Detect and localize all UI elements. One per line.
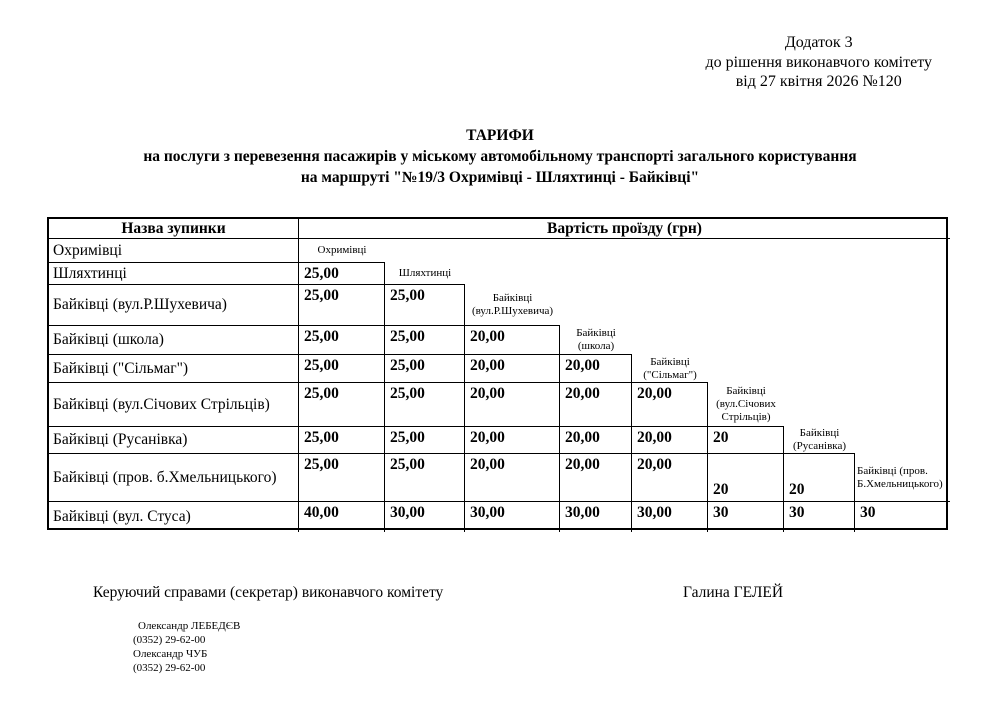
stop-name-cell: Байківці (вул.Січових Стрільців)	[49, 383, 299, 427]
fare-table: Назва зупинки Вартість проїзду (грн) Охрим…	[47, 217, 950, 532]
document-title: ТАРИФИ на послуги з перевезення пасажирі…	[0, 125, 1000, 188]
diagonal-stop-label: Байківці (пров. Б.Хмельницького)	[855, 454, 950, 502]
fare-cell: 30	[860, 504, 876, 521]
fare-cell: 20,00	[465, 454, 560, 502]
fare-cell: 20,00	[632, 427, 708, 454]
diagonal-stop-label: Байківці (школа)	[560, 326, 632, 355]
fare-cell: 20,00	[560, 383, 632, 427]
fare-cell: 20,00	[560, 355, 632, 383]
contact-phone: (0352) 29-62-00	[133, 662, 206, 674]
stop-name-cell: Байківці ("Сільмаг")	[49, 355, 299, 383]
fare-cell: 25,00	[299, 427, 385, 454]
stop-name-cell: Байківці (вул. Стуса)	[49, 502, 299, 532]
fare-cell: 20,00	[465, 326, 560, 355]
diagonal-stop-label: Охримівці	[299, 239, 385, 263]
fare-cell: 20,00	[560, 427, 632, 454]
stop-name-header: Назва зупинки	[49, 219, 299, 239]
appendix-block: Додаток 3 до рішення виконавчого комітет…	[706, 33, 933, 92]
appendix-line: до рішення виконавчого комітету	[705, 53, 933, 71]
contact-name: Олександр ЛЕБЕДЄВ	[138, 620, 241, 632]
stop-name-cell: Шляхтинці	[49, 263, 299, 285]
diagonal-stop-label: Шляхтинці	[385, 263, 465, 285]
appendix-line: Додаток 3	[784, 34, 853, 51]
fare-cell: 20,00	[465, 355, 560, 383]
stop-name-cell: Байківці (школа)	[49, 326, 299, 355]
fare-cell: 20,00	[560, 454, 632, 502]
fare-cell: 20,00	[632, 454, 708, 502]
diagonal-stop-label: Байківці ("Сільмаг")	[632, 355, 708, 383]
fare-cell: 30,00	[560, 502, 632, 532]
fare-cell: 30,00	[465, 502, 560, 532]
fare-cell: 30,00	[385, 502, 465, 532]
appendix-line: від 27 квітня 2026 №120	[735, 73, 902, 90]
fare-header: Вартість проїзду (грн)	[299, 219, 950, 239]
fare-cell: 20	[708, 454, 784, 502]
stop-name-cell: Байківці (вул.Р.Шухевича)	[49, 285, 299, 326]
fare-cell: 20	[784, 454, 855, 502]
fare-cell: 25,00	[299, 263, 385, 285]
fare-cell: 25,00	[299, 454, 385, 502]
fare-cell: 30	[708, 502, 784, 532]
fare-cell: 20	[708, 427, 784, 454]
fare-cell: 25,00	[385, 454, 465, 502]
signatory-title: Керуючий справами (секретар) виконавчого…	[93, 584, 444, 601]
diagonal-stop-label: Байківці (Русанівка)	[784, 427, 855, 454]
fare-cell: 20,00	[465, 383, 560, 427]
fare-cell: 25,00	[299, 285, 385, 326]
fare-cell: 40,00	[299, 502, 385, 532]
signatory-name: Галина ГЕЛЕЙ	[683, 584, 784, 601]
fare-cell: 25,00	[385, 383, 465, 427]
fare-cell: 20,00	[465, 427, 560, 454]
fare-cell: 25,00	[299, 383, 385, 427]
fare-cell: 30	[784, 502, 855, 532]
diagonal-stop-label: Байківці (вул.Січових Стрільців)	[708, 383, 784, 427]
contacts-block: Олександр ЛЕБЕДЄВ (0352) 29-62-00 Олекса…	[133, 619, 240, 675]
title-line-service: на послуги з перевезення пасажирів у міс…	[143, 148, 857, 165]
fare-cell: 25,00	[385, 427, 465, 454]
stop-name-cell: Байківці (пров. б.Хмельницького)	[49, 454, 299, 502]
contact-name: Олександр ЧУБ	[133, 648, 208, 660]
fare-cell: 30,00	[632, 502, 708, 532]
title-line-route: на маршруті "№19/3 Охримівці - Шляхтинці…	[300, 169, 700, 186]
diagonal-stop-label: Байківці (вул.Р.Шухевича)	[465, 285, 560, 326]
stop-name-cell: Байківці (Русанівка)	[49, 427, 299, 454]
fare-cell: 25,00	[299, 326, 385, 355]
title-line-main: ТАРИФИ	[466, 127, 534, 144]
fare-cell: 25,00	[385, 355, 465, 383]
fare-cell: 25,00	[299, 355, 385, 383]
fare-cell: 20,00	[632, 383, 708, 427]
stop-name-cell: Охримівці	[49, 239, 299, 263]
fare-cell: 25,00	[385, 326, 465, 355]
fare-cell: 25,00	[385, 285, 465, 326]
contact-phone: (0352) 29-62-00	[133, 634, 206, 646]
